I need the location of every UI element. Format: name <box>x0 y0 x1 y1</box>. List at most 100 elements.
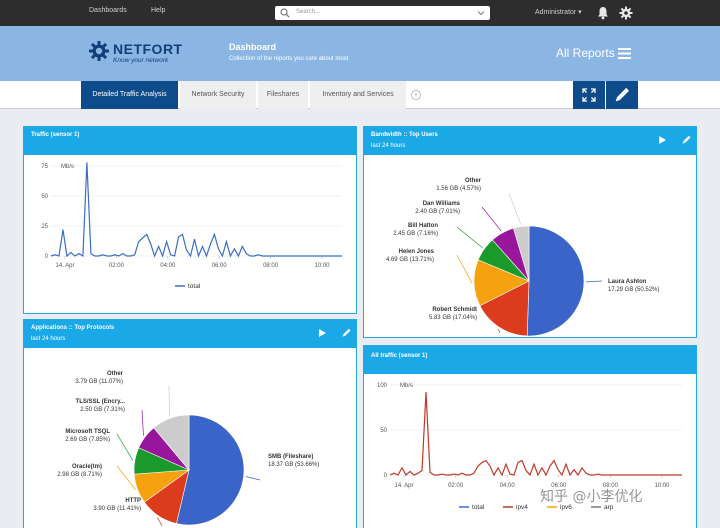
x-tick-label: 02:00 <box>109 263 125 269</box>
x-tick-label: 04:00 <box>500 483 516 489</box>
search-icon <box>280 8 290 18</box>
pie-label: Helen Jones <box>399 249 435 255</box>
pie-connector <box>168 385 170 417</box>
legend-label: total <box>188 283 201 290</box>
pie-connector <box>497 328 501 334</box>
tab-inventory-and-services[interactable]: Inventory and Services <box>310 81 406 109</box>
add-tab-button[interactable]: + <box>411 90 421 100</box>
pie-value-label: 2.50 GB (7.31%) <box>80 407 125 413</box>
y-tick-label: 0 <box>45 254 49 260</box>
nav-dashboards-link[interactable]: Dashboards <box>89 7 127 14</box>
chevron-down-icon[interactable] <box>476 8 486 18</box>
legend-label: total <box>472 504 485 511</box>
top-users-pie-chart: Laura Ashton 17.29 GB (50.52%) Robert Schm… <box>386 178 659 337</box>
play-icon[interactable] <box>318 328 327 338</box>
tab-fileshares[interactable]: Fileshares <box>258 81 308 109</box>
pie-slice <box>479 280 530 337</box>
pie-connector <box>585 280 603 283</box>
pie-label: SMB (Fileshare) <box>268 454 313 460</box>
x-tick-label: 06:00 <box>212 263 228 269</box>
pie-value-label: 5.83 GB (17.04%) <box>429 315 477 321</box>
panel-header: Applications :: Top Protocols last 24 ho… <box>24 320 356 348</box>
y-tick-label: 50 <box>380 428 387 434</box>
pie-label: Robert Schmidt <box>432 307 477 313</box>
gear-logo-icon <box>89 41 109 61</box>
edit-dashboard-button[interactable] <box>606 81 638 109</box>
y-tick-label: 0 <box>384 473 388 479</box>
pie-label: Other <box>465 178 482 184</box>
page-title: Dashboard <box>229 42 277 52</box>
pie-value-label: 3.90 GB (11.41%) <box>93 506 141 512</box>
play-icon[interactable] <box>658 135 667 145</box>
pie-slice <box>513 225 530 282</box>
x-tick-label: 08:00 <box>263 263 279 269</box>
legend-label: ipv6 <box>560 504 572 511</box>
pie-connector <box>116 465 136 490</box>
all-reports-link[interactable]: All Reports <box>556 46 615 60</box>
page-subtitle: Collection of the reports you care about… <box>229 56 349 62</box>
pie-value-label: 4.69 GB (13.71%) <box>386 257 434 263</box>
panel-traffic-sensor1: Traffic (sensor 1) 75 50 25 0 Mb/s 14. Apr 02:… <box>23 126 357 314</box>
y-tick-label: 50 <box>41 194 48 200</box>
page-header: NETFORT Know your network Dashboard Coll… <box>0 26 720 81</box>
pie-label: Oracle(tm) <box>72 464 102 470</box>
y-unit-label: Mb/s <box>61 164 74 170</box>
fullscreen-button[interactable] <box>573 81 605 109</box>
pie-value-label: 2.69 GB (7.85%) <box>65 437 110 443</box>
pie-connector <box>456 254 473 284</box>
pie-connector <box>141 409 144 436</box>
pie-slice <box>526 225 585 337</box>
pencil-icon[interactable] <box>341 328 351 338</box>
expand-icon <box>582 88 596 102</box>
panel-all-traffic: All traffic (sensor 1) 100 50 0 Mb/s 14. Apr… <box>363 345 697 528</box>
x-tick-label: 08:00 <box>603 483 619 489</box>
search-box[interactable]: Search... <box>275 6 490 20</box>
gear-icon[interactable] <box>619 6 633 20</box>
tab-detailed-traffic-analysis[interactable]: Detailed Traffic Analysis <box>81 81 178 109</box>
x-tick-label: 10:00 <box>654 483 670 489</box>
all-traffic-line-chart: 100 50 0 Mb/s 14. Apr 02:00 04:00 06:00 08:00 10:… <box>377 383 682 511</box>
pie-label: Microsoft TSQL <box>65 429 110 435</box>
x-tick-label: 06:00 <box>551 483 567 489</box>
pie-value-label: 1.56 GB (4.57%) <box>436 186 481 192</box>
x-tick-label: 10:00 <box>314 263 330 269</box>
logo-text: NETFORT <box>113 41 183 57</box>
series-line-total <box>389 392 682 477</box>
y-tick-label: 100 <box>377 383 388 389</box>
pie-value-label: 2.40 GB (7.01%) <box>415 209 460 215</box>
pie-value-label: 2.98 GB (8.71%) <box>57 472 102 478</box>
x-tick-label: 14. Apr <box>394 483 413 489</box>
legend-label: arp <box>604 504 614 511</box>
pie-value-label: 2.45 GB (7.16%) <box>393 231 438 237</box>
panel-subtitle: last 24 hours <box>371 143 406 149</box>
user-menu[interactable]: Administrator ▾ <box>535 9 582 16</box>
pie-connector <box>157 517 163 527</box>
pie-slice <box>176 414 245 526</box>
traffic-line-chart: 75 50 25 0 Mb/s 14. Apr 02:00 04:00 06:00 08:00 10… <box>41 162 342 290</box>
panel-title: Applications :: Top Protocols <box>31 325 115 331</box>
y-unit-label: Mb/s <box>400 383 413 389</box>
tab-bar: Detailed Traffic Analysis Network Securi… <box>0 81 720 109</box>
logo-tagline: Know your network <box>113 57 169 64</box>
pie-slice <box>153 414 190 471</box>
tab-network-security[interactable]: Network Security <box>180 81 256 109</box>
bell-icon[interactable] <box>597 6 609 20</box>
pie-value-label: 18.37 GB (53.66%) <box>268 462 319 468</box>
pie-connector <box>116 433 134 461</box>
search-input[interactable]: Search... <box>296 9 321 15</box>
top-bar: Dashboards Help Search... Administrator … <box>0 0 720 26</box>
pie-label: Bill Hatton <box>408 223 438 229</box>
hamburger-menu-icon[interactable] <box>618 48 631 59</box>
pencil-icon <box>615 87 630 102</box>
nav-help-link[interactable]: Help <box>151 7 166 14</box>
x-tick-label: 02:00 <box>448 483 464 489</box>
panel-title: All traffic (sensor 1) <box>371 353 428 359</box>
panel-header: Bandwidth :: Top Users last 24 hours <box>364 127 696 155</box>
panel-title: Traffic (sensor 1) <box>31 132 80 138</box>
pie-connector <box>481 206 502 232</box>
top-protocols-pie-chart: SMB (Fileshare) 18.37 GB (53.66%) HTTP 3.90… <box>57 371 319 527</box>
panel-header: All traffic (sensor 1) <box>364 346 696 374</box>
series-line-total <box>50 162 342 258</box>
x-tick-label: 04:00 <box>160 263 176 269</box>
pencil-icon[interactable] <box>681 135 691 145</box>
